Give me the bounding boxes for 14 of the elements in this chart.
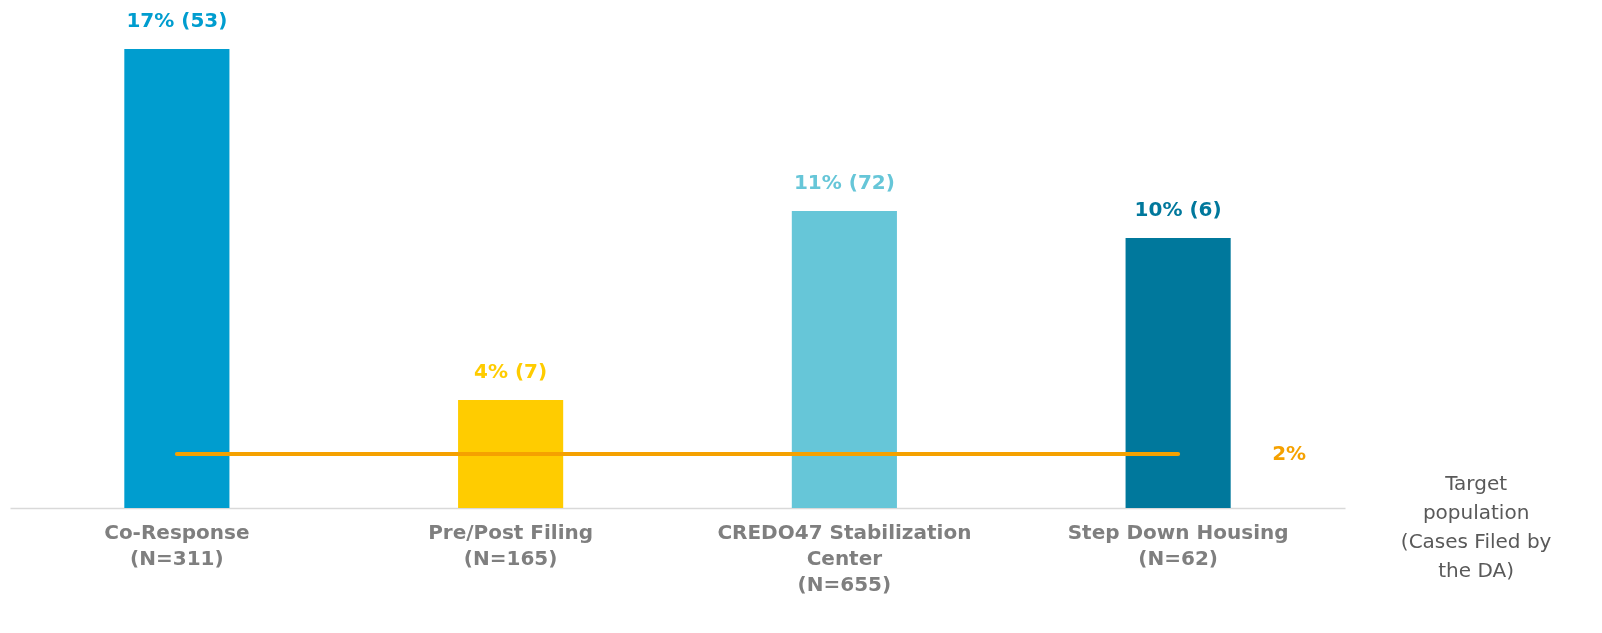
bar: [458, 400, 564, 508]
data-label: 17% (53): [126, 8, 228, 33]
ref-line-label: 2%: [1272, 441, 1307, 466]
x-tick-label: Co-Response (N=311): [104, 519, 250, 570]
bar: [1125, 238, 1231, 508]
data-label: 11% (72): [793, 170, 895, 195]
bar: [791, 211, 897, 508]
bar: [124, 49, 230, 508]
x-tick-label: Step Down Housing (N=62): [1067, 519, 1289, 570]
text: Target population (Cases Filed by the DA): [1400, 471, 1552, 583]
data-label: 4% (7): [474, 359, 548, 384]
data-label: 10% (6): [1134, 197, 1222, 222]
x-tick-label: Pre/Post Filing (N=165): [428, 519, 594, 570]
x-tick-label: CREDO47 Stabilization Center (N=655): [717, 519, 972, 596]
